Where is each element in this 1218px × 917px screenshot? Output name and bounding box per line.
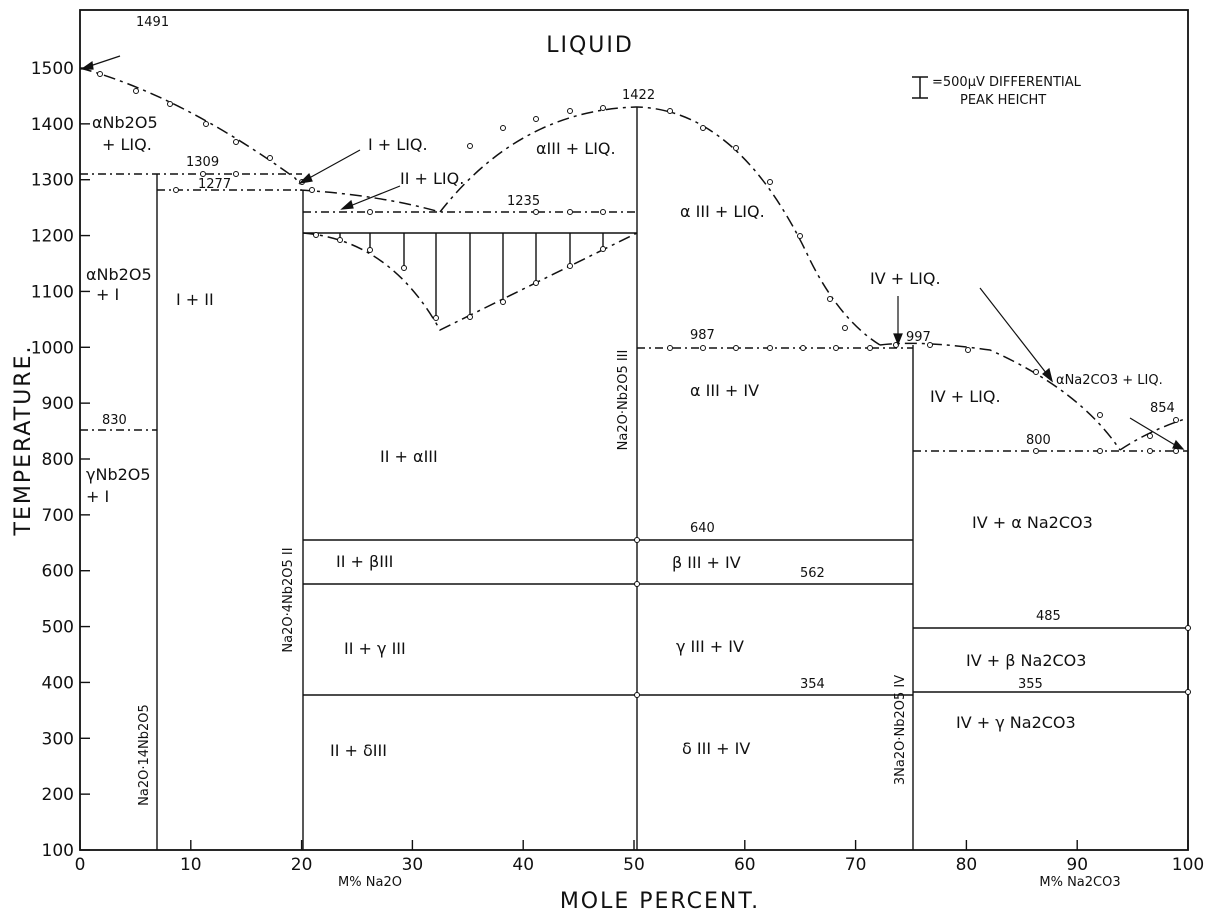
phase-ii-aiii: II + αIII: [380, 447, 438, 466]
x-axis-left-sub: M% Na2O: [338, 875, 402, 890]
phase-ii-giii: II + γ III: [344, 639, 406, 658]
phase-diii-iv: δ III + IV: [682, 739, 750, 758]
y-axis-title: TEMPERATURE.: [11, 345, 36, 537]
phase-gnb-i-2: + I: [86, 487, 109, 506]
phase-ii-liq: II + LIQ.: [400, 169, 464, 188]
phase-i-liq: I + LIQ.: [368, 135, 428, 154]
phase-iv-anc: IV + α Na2CO3: [972, 513, 1093, 532]
x-tick-label: 50: [623, 855, 645, 875]
scale-note-line2: PEAK HEICHT: [960, 93, 1046, 108]
liquidus-na2co3: [1119, 417, 1189, 451]
temp-1422: 1422: [622, 88, 655, 103]
phase-aiii-iv: α III + IV: [690, 381, 759, 400]
temp-854: 854: [1150, 401, 1175, 416]
y-tick-label: 100: [42, 841, 74, 861]
x-tick-label: 100: [1172, 855, 1204, 875]
x-axis-title: MOLE PERCENT.: [560, 889, 760, 914]
x-tick-label: 40: [512, 855, 534, 875]
liquidus-ii: [299, 189, 441, 213]
pointer-arrows: [80, 55, 1185, 450]
temp-640: 640: [690, 521, 715, 536]
temp-355: 355: [1018, 677, 1043, 692]
scale-bar-symbol: [912, 76, 928, 99]
phase-iv-bnc: IV + β Na2CO3: [966, 651, 1086, 670]
temp-1491: 1491: [136, 15, 169, 30]
x-tick-label: 60: [734, 855, 756, 875]
x-tick-label: 20: [291, 855, 313, 875]
x-tick-label: 10: [180, 855, 202, 875]
y-tick-label: 1000: [31, 338, 74, 358]
phase-anb-liq-2: + LIQ.: [102, 135, 152, 154]
x-axis-ticks: 0 10 20 30 40 50 60 70 80 90 100: [75, 840, 1204, 875]
phase-i-ii: I + II: [176, 290, 214, 309]
phase-giii-iv: γ III + IV: [676, 637, 744, 656]
phase-anc-liq: αNa2CO3 + LIQ.: [1056, 373, 1163, 388]
liquidus-iv: [879, 342, 1121, 451]
y-tick-label: 300: [42, 729, 74, 749]
y-tick-label: 800: [42, 450, 74, 470]
temp-1277: 1277: [198, 177, 231, 192]
phase-gnb-i-1: γNb2O5: [86, 465, 151, 484]
y-tick-label: 1100: [31, 282, 74, 302]
y-tick-label: 1500: [31, 59, 74, 79]
phase-anb-i-2: + I: [96, 285, 119, 304]
data-points: [97, 71, 1191, 698]
x-tick-label: 30: [402, 855, 424, 875]
phase-iv-liq-top: IV + LIQ.: [870, 269, 941, 288]
phase-biii-iv: β III + IV: [672, 553, 741, 572]
temp-987: 987: [690, 328, 715, 343]
phase-iv-liq: IV + LIQ.: [930, 387, 1001, 406]
temp-354: 354: [800, 677, 825, 692]
y-tick-label: 600: [42, 562, 74, 582]
phase-ii-biii: II + βIII: [336, 552, 393, 571]
temp-800: 800: [1026, 433, 1051, 448]
y-tick-label: 700: [42, 506, 74, 526]
temp-830: 830: [102, 413, 127, 428]
x-tick-label: 0: [75, 855, 86, 875]
dta-peak-lines: [339, 233, 604, 318]
y-tick-label: 1400: [31, 115, 74, 135]
y-tick-label: 1200: [31, 227, 74, 247]
phase-aiii-liq-mid: α III + LIQ.: [680, 202, 765, 221]
x-tick-label: 90: [1066, 855, 1088, 875]
x-tick-label: 70: [845, 855, 867, 875]
temp-997: 997: [906, 330, 931, 345]
x-tick-label: 80: [956, 855, 978, 875]
compound-label-1-14: Na2O·14Nb2O5: [137, 704, 152, 806]
y-tick-label: 1300: [31, 171, 74, 191]
y-tick-label: 400: [42, 673, 74, 693]
phase-ii-diii: II + δIII: [330, 741, 387, 760]
compound-label-3-1: 3Na2O·Nb2O5 IV: [893, 675, 908, 785]
y-axis-ticks: 1500 1400 1300 1200 1100 1000 900 800 700 600 500 4…: [31, 59, 90, 861]
phase-anb-i-1: αNb2O5: [86, 265, 152, 284]
temp-562: 562: [800, 566, 825, 581]
y-tick-label: 200: [42, 785, 74, 805]
compound-label-1-4: Na2O·4Nb2O5 II: [281, 547, 296, 652]
liquidus-nb2o5: [79, 67, 301, 185]
scale-note-line1: =500μV DIFFERENTIAL: [932, 75, 1082, 90]
phase-iv-gnc: IV + γ Na2CO3: [956, 713, 1076, 732]
y-tick-label: 900: [42, 394, 74, 414]
liquidus-iii: [439, 106, 881, 346]
compound-label-1-1: Na2O·Nb2O5 III: [616, 350, 631, 451]
phase-aiii-liq-top: αIII + LIQ.: [536, 139, 616, 158]
y-tick-label: 500: [42, 618, 74, 638]
temp-1309: 1309: [186, 155, 219, 170]
x-axis-right-sub: M% Na2CO3: [1039, 875, 1120, 890]
temp-1235: 1235: [507, 194, 540, 209]
temp-485: 485: [1036, 609, 1061, 624]
phase-anb-liq-1: αNb2O5: [92, 113, 158, 132]
diagram-title: LIQUID: [546, 33, 634, 58]
